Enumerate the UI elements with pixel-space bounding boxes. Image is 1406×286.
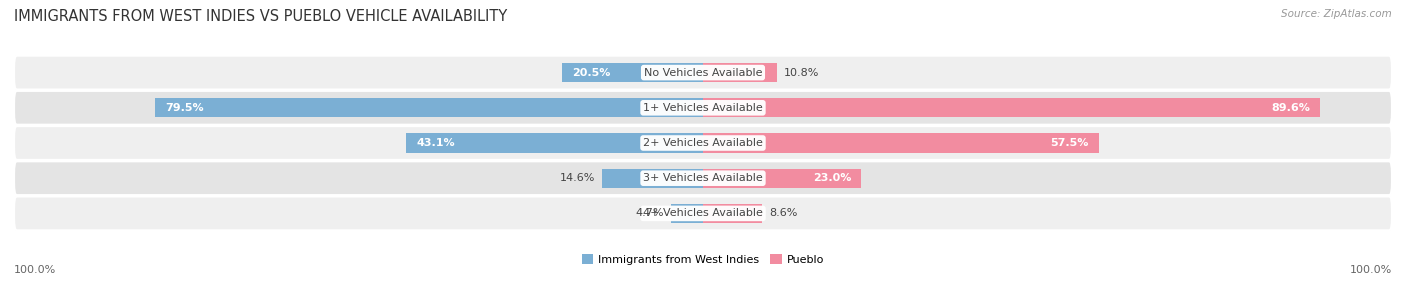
Text: No Vehicles Available: No Vehicles Available xyxy=(644,67,762,78)
Text: 79.5%: 79.5% xyxy=(166,103,204,113)
Bar xyxy=(703,204,762,223)
Bar xyxy=(703,133,1099,153)
Text: 100.0%: 100.0% xyxy=(1350,265,1392,275)
FancyBboxPatch shape xyxy=(14,91,1392,125)
Bar xyxy=(562,63,703,82)
Legend: Immigrants from West Indies, Pueblo: Immigrants from West Indies, Pueblo xyxy=(576,250,830,269)
Text: 8.6%: 8.6% xyxy=(769,208,797,219)
Bar xyxy=(602,168,703,188)
Bar xyxy=(671,204,703,223)
Text: 23.0%: 23.0% xyxy=(813,173,851,183)
Text: 89.6%: 89.6% xyxy=(1271,103,1310,113)
FancyBboxPatch shape xyxy=(14,126,1392,160)
FancyBboxPatch shape xyxy=(14,161,1392,195)
Text: 4+ Vehicles Available: 4+ Vehicles Available xyxy=(643,208,763,219)
FancyBboxPatch shape xyxy=(14,56,1392,90)
FancyBboxPatch shape xyxy=(14,196,1392,230)
Bar xyxy=(703,168,862,188)
Bar xyxy=(703,98,1320,118)
Text: 57.5%: 57.5% xyxy=(1050,138,1088,148)
Text: 43.1%: 43.1% xyxy=(416,138,456,148)
Text: Source: ZipAtlas.com: Source: ZipAtlas.com xyxy=(1281,9,1392,19)
Bar xyxy=(155,98,703,118)
Text: 100.0%: 100.0% xyxy=(14,265,56,275)
Bar xyxy=(406,133,703,153)
Text: 1+ Vehicles Available: 1+ Vehicles Available xyxy=(643,103,763,113)
Text: 10.8%: 10.8% xyxy=(785,67,820,78)
Text: 4.7%: 4.7% xyxy=(636,208,664,219)
Text: IMMIGRANTS FROM WEST INDIES VS PUEBLO VEHICLE AVAILABILITY: IMMIGRANTS FROM WEST INDIES VS PUEBLO VE… xyxy=(14,9,508,23)
Bar xyxy=(703,63,778,82)
Text: 20.5%: 20.5% xyxy=(572,67,610,78)
Text: 3+ Vehicles Available: 3+ Vehicles Available xyxy=(643,173,763,183)
Text: 14.6%: 14.6% xyxy=(560,173,596,183)
Text: 2+ Vehicles Available: 2+ Vehicles Available xyxy=(643,138,763,148)
